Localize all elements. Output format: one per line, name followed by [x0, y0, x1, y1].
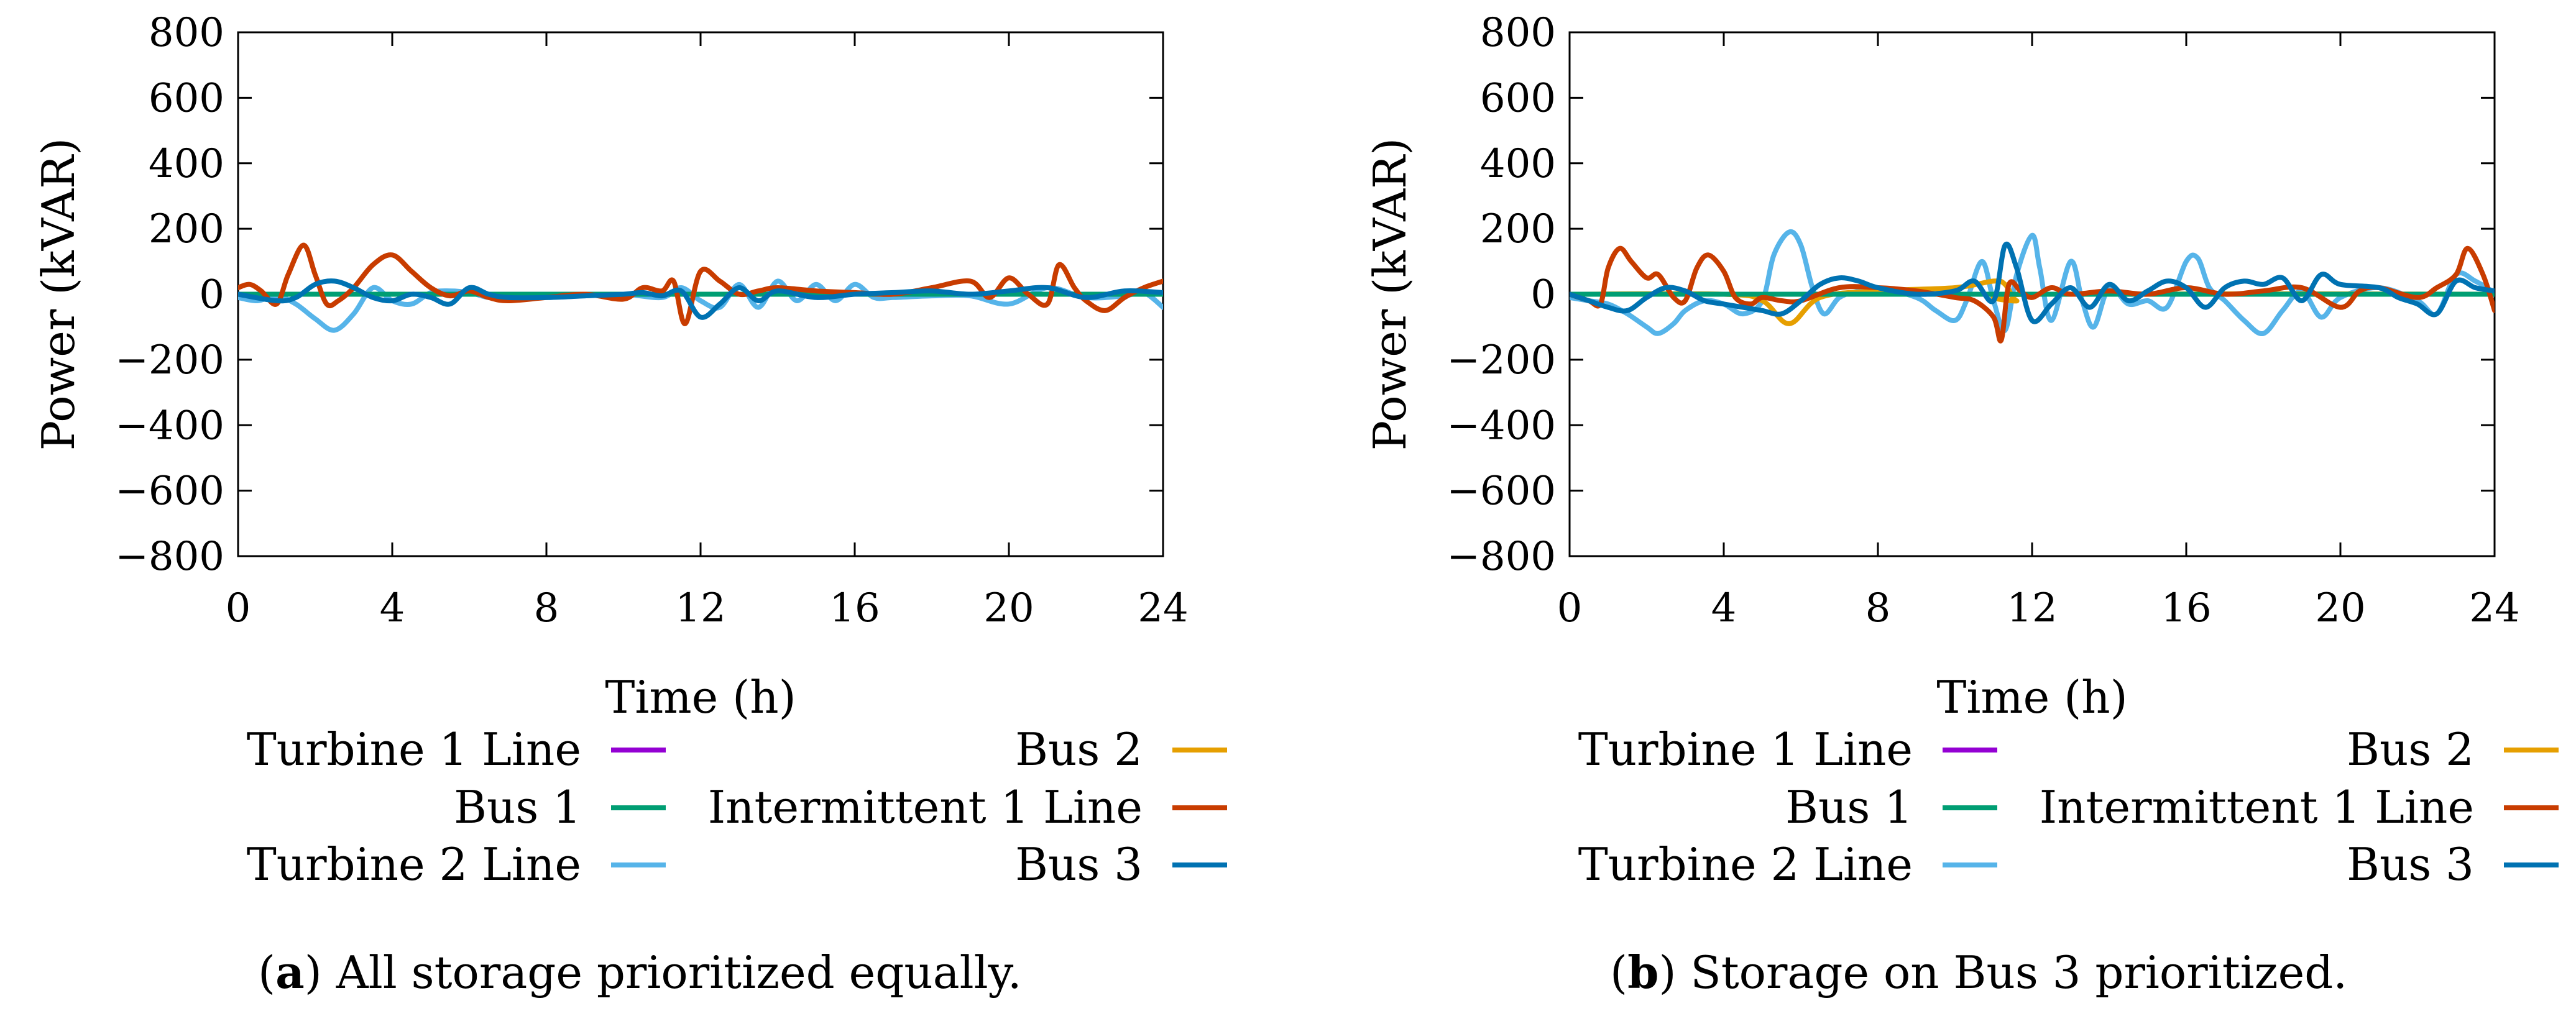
x-tick-label: 24	[2469, 585, 2519, 631]
x-tick-label: 4	[380, 585, 405, 631]
legend-label: Bus 3	[1015, 838, 1143, 890]
y-tick-label: 200	[149, 206, 224, 252]
caption-open: (	[258, 946, 275, 999]
y-tick-label: −200	[115, 337, 224, 383]
caption-label: b	[1627, 946, 1658, 999]
x-axis-label: Time (h)	[1936, 671, 2127, 723]
y-tick-label: −800	[115, 534, 224, 580]
x-tick-label: 20	[2315, 585, 2365, 631]
y-tick-label: 400	[1480, 141, 1556, 187]
y-tick-label: 0	[199, 272, 224, 318]
y-tick-label: −400	[115, 403, 224, 449]
caption: (a) All storage prioritized equally.	[258, 946, 1022, 999]
y-tick-label: 200	[1480, 206, 1556, 252]
x-tick-label: 12	[675, 585, 725, 631]
y-tick-label: −800	[1447, 534, 1556, 580]
caption: (b) Storage on Bus 3 prioritized.	[1610, 946, 2347, 999]
y-tick-label: 0	[1530, 272, 1556, 318]
legend-label: Bus 1	[454, 781, 581, 833]
x-tick-label: 12	[2007, 585, 2057, 631]
x-tick-label: 8	[534, 585, 559, 631]
x-tick-label: 24	[1138, 585, 1188, 631]
y-tick-label: 600	[149, 75, 224, 121]
legend-label: Turbine 1 Line	[247, 723, 581, 775]
y-tick-label: 600	[1480, 75, 1556, 121]
y-tick-label: 800	[149, 10, 224, 56]
x-tick-label: 16	[2161, 585, 2211, 631]
series-line-intermittent-1-line	[238, 242, 1163, 326]
x-tick-label: 4	[1711, 585, 1737, 631]
x-tick-label: 0	[1557, 585, 1583, 631]
caption-text: ) Storage on Bus 3 prioritized.	[1658, 946, 2347, 999]
y-tick-label: −600	[115, 469, 224, 515]
legend-label: Turbine 1 Line	[1578, 723, 1913, 775]
legend-label: Turbine 2 Line	[247, 838, 581, 890]
y-tick-label: −400	[1447, 403, 1556, 449]
legend-label: Intermittent 1 Line	[2040, 781, 2474, 833]
x-axis-label: Time (h)	[605, 671, 796, 723]
caption-open: (	[1610, 946, 1627, 999]
y-axis-label: Power (kVAR)	[32, 138, 85, 451]
x-tick-label: 8	[1865, 585, 1891, 631]
legend-label: Bus 2	[2347, 723, 2474, 775]
x-tick-label: 16	[829, 585, 880, 631]
legend-label: Turbine 2 Line	[1578, 838, 1913, 890]
x-tick-label: 0	[226, 585, 251, 631]
y-tick-label: 800	[1480, 10, 1556, 56]
legend-label: Intermittent 1 Line	[708, 781, 1143, 833]
legend-label: Bus 1	[1785, 781, 1913, 833]
y-tick-label: −600	[1447, 469, 1556, 515]
x-tick-label: 20	[983, 585, 1034, 631]
y-tick-label: 400	[149, 141, 224, 187]
legend-label: Bus 2	[1015, 723, 1143, 775]
series-line-bus-3	[238, 278, 1163, 320]
caption-text: ) All storage prioritized equally.	[305, 946, 1022, 999]
legend-label: Bus 3	[2347, 838, 2474, 890]
y-axis-label: Power (kVAR)	[1364, 138, 1416, 451]
series-line-intermittent-1-line	[1570, 245, 2495, 344]
y-tick-label: −200	[1447, 337, 1556, 383]
series-line-bus-3	[1570, 241, 2495, 324]
caption-label: a	[275, 946, 305, 999]
